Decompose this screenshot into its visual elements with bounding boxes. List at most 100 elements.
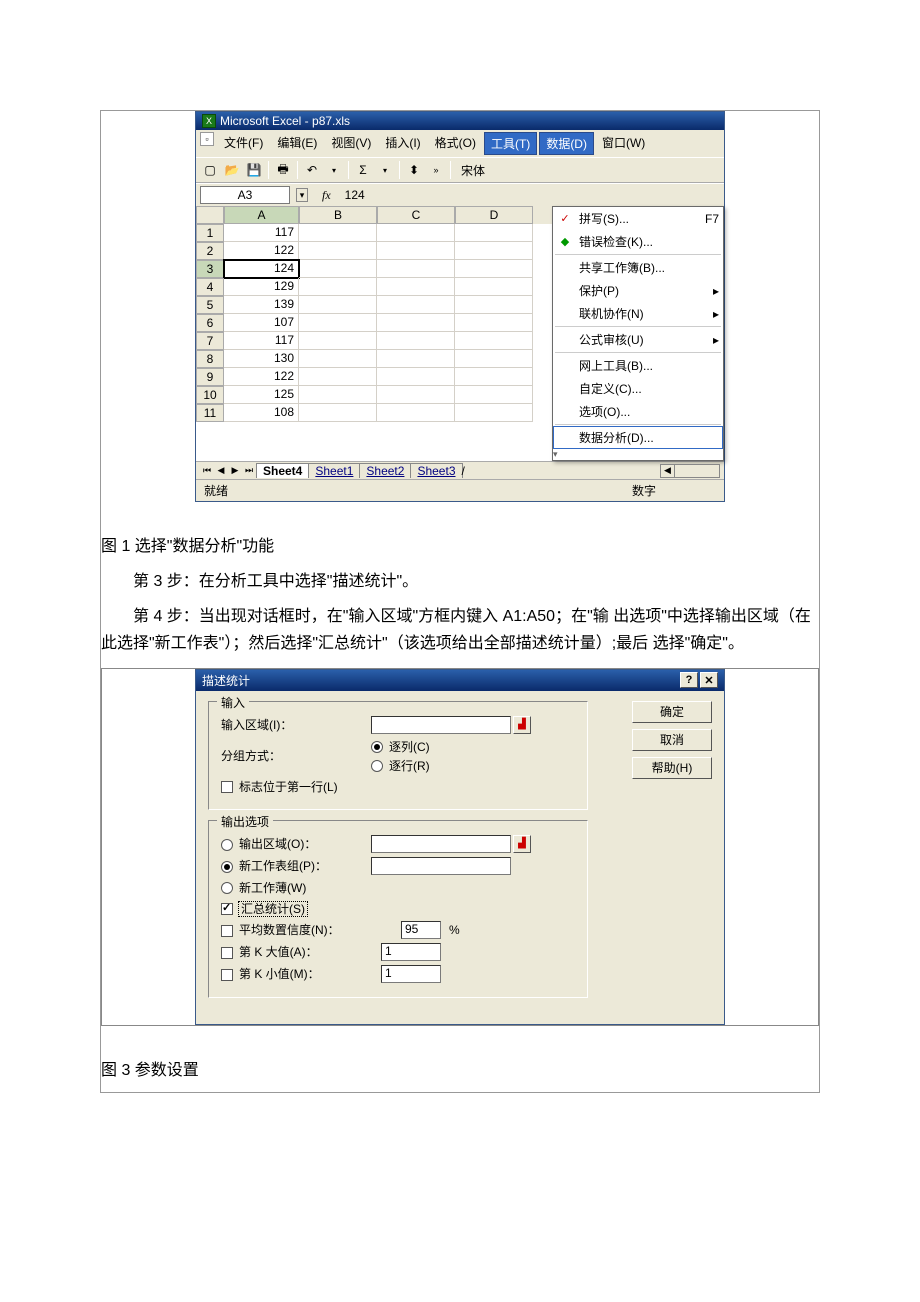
menu-view[interactable]: 视图(V) bbox=[325, 132, 377, 155]
row-header[interactable]: 8 bbox=[196, 350, 224, 368]
cell[interactable] bbox=[377, 332, 455, 350]
tab-sheet3[interactable]: Sheet3 bbox=[410, 463, 462, 478]
cell[interactable] bbox=[455, 404, 533, 422]
menu-web-tools[interactable]: 网上工具(B)... bbox=[553, 354, 723, 377]
print-icon[interactable]: 🖶 bbox=[273, 160, 293, 180]
cell[interactable] bbox=[299, 278, 377, 296]
menu-tools[interactable]: 工具(T) bbox=[484, 132, 537, 155]
output-range-field[interactable] bbox=[371, 835, 511, 853]
help-icon[interactable]: ? bbox=[680, 672, 698, 688]
row-header[interactable]: 6 bbox=[196, 314, 224, 332]
cell[interactable] bbox=[299, 332, 377, 350]
cell[interactable] bbox=[299, 314, 377, 332]
cell[interactable]: 124 bbox=[224, 260, 299, 278]
output-range-ref-icon[interactable]: ▟ bbox=[513, 835, 531, 853]
cell[interactable] bbox=[455, 278, 533, 296]
menu-options[interactable]: 选项(O)... bbox=[553, 400, 723, 423]
cell[interactable] bbox=[299, 296, 377, 314]
cell[interactable] bbox=[299, 242, 377, 260]
font-name[interactable]: 宋体 bbox=[455, 162, 491, 179]
menu-data-analysis[interactable]: 数据分析(D)... bbox=[553, 426, 723, 449]
input-range-ref-icon[interactable]: ▟ bbox=[513, 716, 531, 734]
col-header-C[interactable]: C bbox=[377, 206, 455, 224]
row-header[interactable]: 11 bbox=[196, 404, 224, 422]
row-header[interactable]: 10 bbox=[196, 386, 224, 404]
menu-edit[interactable]: 编辑(E) bbox=[271, 132, 323, 155]
tab-sheet1[interactable]: Sheet1 bbox=[308, 463, 360, 478]
cell[interactable] bbox=[377, 386, 455, 404]
cell[interactable]: 108 bbox=[224, 404, 299, 422]
cell[interactable]: 117 bbox=[224, 224, 299, 242]
cell[interactable]: 107 bbox=[224, 314, 299, 332]
menu-insert[interactable]: 插入(I) bbox=[379, 132, 426, 155]
cell[interactable]: 122 bbox=[224, 242, 299, 260]
new-doc-icon[interactable]: ▢ bbox=[200, 160, 220, 180]
tab-nav-prev-icon[interactable]: ◀ bbox=[214, 465, 228, 476]
row-header[interactable]: 3 bbox=[196, 260, 224, 278]
kth-large-field[interactable]: 1 bbox=[381, 943, 441, 961]
row-header[interactable]: 1 bbox=[196, 224, 224, 242]
col-header-A[interactable]: A bbox=[224, 206, 299, 224]
spreadsheet-grid[interactable]: A B C D 11172122312441295139610771178130… bbox=[196, 206, 552, 461]
menu-customize[interactable]: 自定义(C)... bbox=[553, 377, 723, 400]
close-icon[interactable]: ✕ bbox=[700, 672, 718, 688]
help-button[interactable]: 帮助(H) bbox=[632, 757, 712, 779]
cell[interactable] bbox=[299, 386, 377, 404]
new-sheet-field[interactable] bbox=[371, 857, 511, 875]
cell[interactable] bbox=[377, 404, 455, 422]
formula-value[interactable]: 124 bbox=[345, 188, 720, 202]
cell[interactable] bbox=[377, 350, 455, 368]
menu-window[interactable]: 窗口(W) bbox=[596, 132, 651, 155]
cell[interactable]: 139 bbox=[224, 296, 299, 314]
kth-small-field[interactable]: 1 bbox=[381, 965, 441, 983]
radio-new-sheet[interactable]: 新工作表组(P)： bbox=[221, 857, 371, 874]
menu-expand[interactable]: ▾ bbox=[553, 449, 723, 460]
cell[interactable] bbox=[377, 368, 455, 386]
menu-format[interactable]: 格式(O) bbox=[429, 132, 482, 155]
fx-icon[interactable]: fx bbox=[314, 188, 339, 203]
cell[interactable] bbox=[377, 296, 455, 314]
row-header[interactable]: 9 bbox=[196, 368, 224, 386]
menu-collaborate[interactable]: 联机协作(N) ▸ bbox=[553, 302, 723, 325]
cell[interactable]: 129 bbox=[224, 278, 299, 296]
cell[interactable] bbox=[455, 332, 533, 350]
menu-spelling[interactable]: ✓ 拼写(S)... F7 bbox=[553, 207, 723, 230]
menu-file[interactable]: 文件(F) bbox=[218, 132, 269, 155]
tab-nav-first-icon[interactable]: ⏮ bbox=[200, 465, 214, 476]
undo-dd-icon[interactable]: ▾ bbox=[324, 160, 344, 180]
cell[interactable] bbox=[377, 314, 455, 332]
tab-sheet4[interactable]: Sheet4 bbox=[256, 463, 309, 478]
col-header-B[interactable]: B bbox=[299, 206, 377, 224]
confidence-field[interactable]: 95 bbox=[401, 921, 441, 939]
check-first-row-label[interactable]: 标志位于第一行(L) bbox=[221, 778, 338, 795]
radio-by-row[interactable]: 逐行(R) bbox=[371, 757, 430, 774]
radio-output-range[interactable]: 输出区域(O)： bbox=[221, 835, 371, 852]
cell[interactable]: 122 bbox=[224, 368, 299, 386]
tab-sheet2[interactable]: Sheet2 bbox=[359, 463, 411, 478]
menu-data[interactable]: 数据(D) bbox=[539, 132, 594, 155]
save-icon[interactable]: 💾 bbox=[244, 160, 264, 180]
cell[interactable]: 130 bbox=[224, 350, 299, 368]
check-kth-small[interactable]: 第 K 小值(M)： bbox=[221, 965, 381, 982]
tab-nav-next-icon[interactable]: ▶ bbox=[228, 465, 242, 476]
cell[interactable] bbox=[377, 224, 455, 242]
cell[interactable] bbox=[455, 350, 533, 368]
open-icon[interactable]: 📂 bbox=[222, 160, 242, 180]
ok-button[interactable]: 确定 bbox=[632, 701, 712, 723]
cell[interactable] bbox=[377, 242, 455, 260]
name-box[interactable]: A3 bbox=[200, 186, 290, 204]
check-kth-large[interactable]: 第 K 大值(A)： bbox=[221, 943, 381, 960]
row-header[interactable]: 7 bbox=[196, 332, 224, 350]
cancel-button[interactable]: 取消 bbox=[632, 729, 712, 751]
cell[interactable] bbox=[377, 260, 455, 278]
input-range-field[interactable] bbox=[371, 716, 511, 734]
cell[interactable] bbox=[299, 350, 377, 368]
hscroll[interactable]: ◀ bbox=[660, 464, 720, 478]
scroll-left-icon[interactable]: ◀ bbox=[661, 465, 675, 477]
cell[interactable] bbox=[455, 314, 533, 332]
cell[interactable] bbox=[299, 260, 377, 278]
menu-share-workbook[interactable]: 共享工作簿(B)... bbox=[553, 256, 723, 279]
row-header[interactable]: 4 bbox=[196, 278, 224, 296]
sort-icon[interactable]: ⬍ bbox=[404, 160, 424, 180]
cell[interactable] bbox=[455, 260, 533, 278]
